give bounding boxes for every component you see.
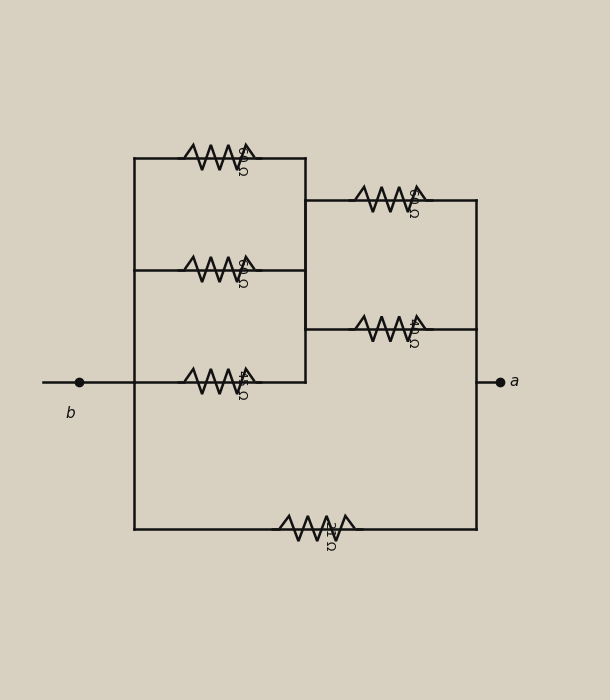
Text: 40 Ω: 40 Ω <box>406 318 418 347</box>
Text: 60 Ω: 60 Ω <box>235 258 248 288</box>
Text: 60 Ω: 60 Ω <box>235 146 248 176</box>
Text: 60 Ω: 60 Ω <box>406 188 418 218</box>
Text: b: b <box>65 406 75 421</box>
Text: a: a <box>509 374 518 389</box>
Text: 21 Ω: 21 Ω <box>323 521 336 550</box>
Text: 45 Ω: 45 Ω <box>235 370 248 400</box>
